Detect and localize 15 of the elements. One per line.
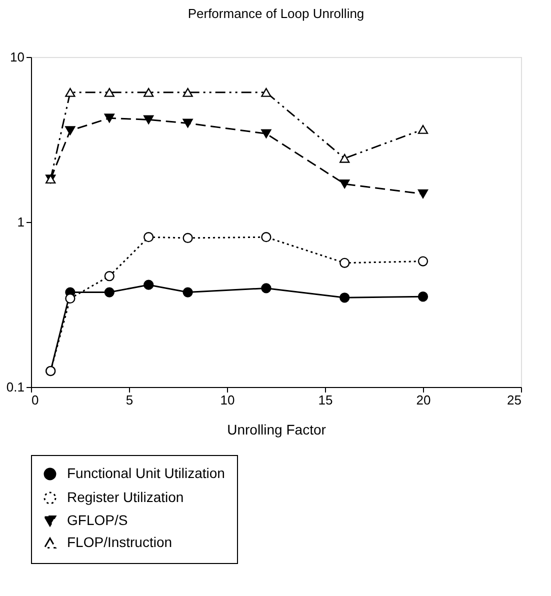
- x-tick-label: 15: [318, 392, 333, 408]
- x-tick-label: 10: [220, 392, 235, 408]
- y-tick-label: 0.1: [6, 380, 24, 394]
- legend-label: FLOP/Instruction: [67, 534, 172, 550]
- y-tick-label: 10: [10, 50, 24, 64]
- chart-title: Performance of Loop Unrolling: [188, 6, 364, 21]
- legend-label: GFLOP/S: [67, 512, 128, 528]
- x-tick-label: 20: [416, 392, 431, 408]
- x-tick-label: 25: [507, 392, 522, 408]
- x-axis-title: Unrolling Factor: [227, 422, 326, 438]
- x-tick-label: 5: [126, 392, 134, 408]
- y-tick-label: 1: [17, 214, 24, 230]
- legend-label: Functional Unit Utilization: [67, 465, 225, 481]
- x-tick-label: 0: [32, 392, 39, 408]
- legend-label: Register Utilization: [67, 489, 184, 505]
